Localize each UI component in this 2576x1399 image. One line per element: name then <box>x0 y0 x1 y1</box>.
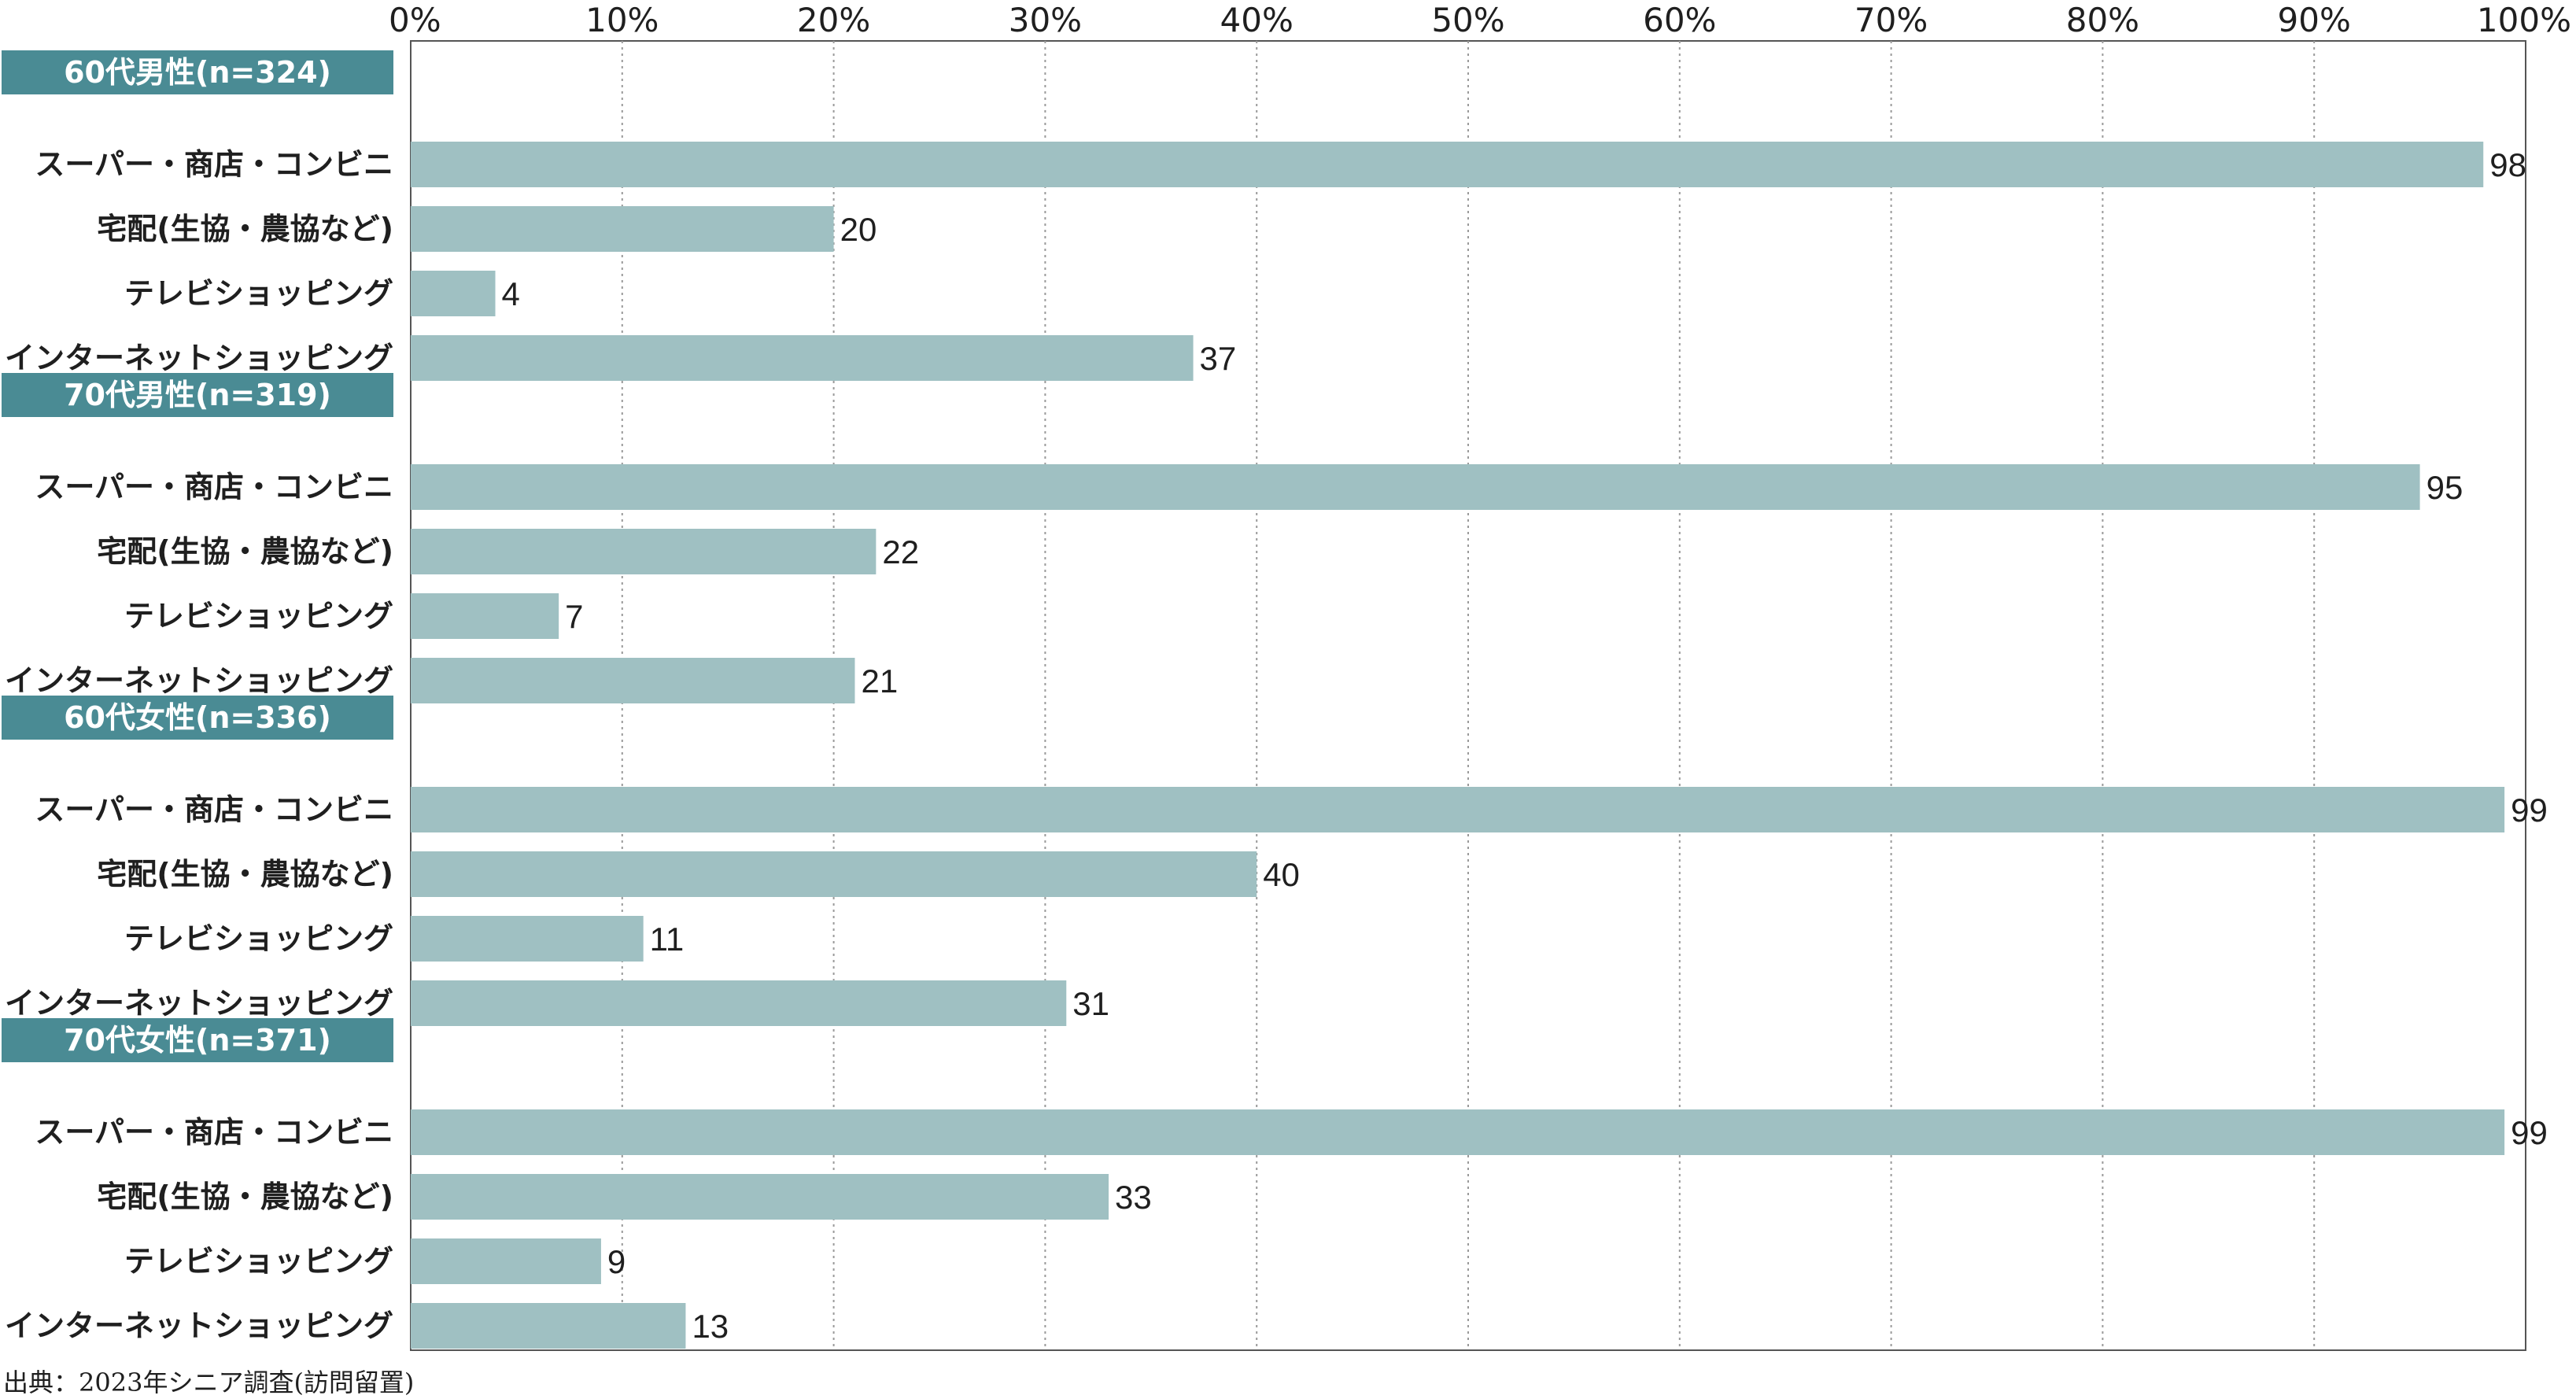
value-label: 99 <box>2511 792 2548 829</box>
bar <box>411 1109 2505 1155</box>
bar <box>411 787 2505 832</box>
bar <box>411 206 834 252</box>
group-label-box <box>2 373 393 417</box>
category-label: 宅配(生協・農協など) <box>97 534 393 569</box>
category-label: テレビショッピング <box>124 599 393 633</box>
bar <box>411 335 1194 381</box>
category-label: テレビショッピング <box>124 276 393 311</box>
value-label: 98 <box>2489 146 2526 183</box>
bar <box>411 916 644 962</box>
x-tick-label: 10% <box>585 1 659 39</box>
value-label: 13 <box>692 1308 729 1345</box>
bar <box>411 1174 1109 1220</box>
category-label: テレビショッピング <box>124 921 393 956</box>
category-label: テレビショッピング <box>124 1244 393 1279</box>
category-label: スーパー・商店・コンビニ <box>35 792 393 827</box>
value-label: 7 <box>565 598 583 635</box>
value-label: 20 <box>840 211 877 248</box>
bar <box>411 851 1257 897</box>
category-label: インターネットショッピング <box>5 663 393 698</box>
source-note: 出典：2023年シニア調査(訪問留置) <box>3 1368 415 1397</box>
x-tick-label: 60% <box>1643 1 1716 39</box>
value-label: 33 <box>1115 1179 1152 1216</box>
value-label: 95 <box>2427 469 2463 506</box>
group-label-box <box>2 1018 393 1062</box>
x-tick-label: 90% <box>2278 1 2351 39</box>
bar <box>411 658 855 703</box>
category-label: インターネットショッピング <box>5 341 393 375</box>
x-tick-label: 20% <box>797 1 870 39</box>
bar <box>411 271 496 316</box>
group-label-box <box>2 50 393 94</box>
bar <box>411 593 559 639</box>
group-label-box <box>2 696 393 740</box>
value-label: 21 <box>861 663 898 700</box>
category-label: 宅配(生協・農協など) <box>97 212 393 246</box>
group-label: 70代女性(n=371) <box>64 1023 331 1058</box>
category-label: 宅配(生協・農協など) <box>97 857 393 891</box>
x-tick-label: 80% <box>2066 1 2139 39</box>
value-label: 11 <box>650 921 685 958</box>
value-label: 4 <box>502 275 520 312</box>
bar <box>411 980 1067 1026</box>
bar <box>411 142 2484 187</box>
x-tick-label: 100% <box>2477 1 2571 39</box>
value-label: 9 <box>607 1243 626 1280</box>
category-label: スーパー・商店・コンビニ <box>35 147 393 182</box>
x-tick-label: 30% <box>1009 1 1082 39</box>
x-tick-label: 40% <box>1220 1 1294 39</box>
value-label: 31 <box>1072 985 1109 1022</box>
x-tick-label: 50% <box>1431 1 1504 39</box>
x-tick-label: 0% <box>389 1 441 39</box>
group-label: 60代男性(n=324) <box>64 55 331 90</box>
bar <box>411 1238 601 1284</box>
bar <box>411 464 2420 510</box>
bar <box>411 529 877 574</box>
value-label: 99 <box>2511 1114 2548 1151</box>
value-label: 22 <box>882 533 919 570</box>
x-tick-label: 70% <box>1854 1 1928 39</box>
category-label: スーパー・商店・コンビニ <box>35 1115 393 1150</box>
value-label: 37 <box>1200 340 1237 377</box>
group-label: 70代男性(n=319) <box>64 378 331 412</box>
category-label: インターネットショッピング <box>5 986 393 1021</box>
category-label: 宅配(生協・農協など) <box>97 1179 393 1214</box>
category-label: スーパー・商店・コンビニ <box>35 470 393 504</box>
value-label: 40 <box>1263 856 1300 893</box>
category-label: インターネットショッピング <box>5 1309 393 1343</box>
bar <box>411 1303 686 1349</box>
group-label: 60代女性(n=336) <box>64 700 331 735</box>
